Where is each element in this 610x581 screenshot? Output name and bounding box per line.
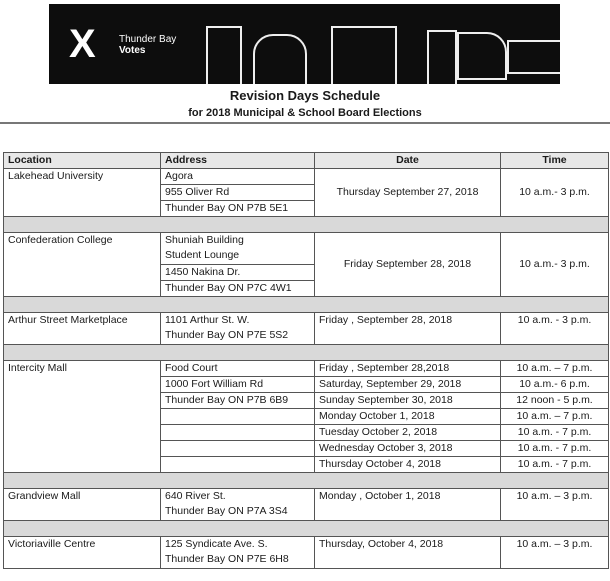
table-row: Victoriaville Centre 125 Syndicate Ave. … [3, 536, 609, 569]
date-cell: Sunday September 30, 2018 [314, 392, 501, 409]
building-illustration [457, 32, 507, 80]
location-cell: Confederation College [3, 232, 161, 297]
address-line: 125 Syndicate Ave. S. [165, 538, 268, 550]
date-cell: Saturday, September 29, 2018 [314, 376, 501, 393]
separator-cell [3, 472, 609, 489]
divider [0, 122, 610, 124]
date-cell: Thursday October 4, 2018 [314, 456, 501, 473]
page-title: Revision Days Schedule [229, 88, 381, 103]
table-row: Wednesday October 3, 2018 10 a.m. - 7 p.m… [4, 440, 609, 457]
table-row: Thunder Bay ON P7B 6B9 Sunday September 3… [4, 392, 609, 409]
date-cell: Thursday, October 4, 2018 [314, 536, 501, 569]
address-cell: 1450 Nakina Dr. [160, 264, 315, 281]
location-cell: Grandview Mall [3, 488, 161, 521]
address-cell: 1000 Fort William Rd [160, 376, 315, 393]
separator-row [3, 296, 609, 313]
header-location: Location [3, 152, 161, 169]
building-illustration [427, 30, 457, 84]
building-illustration [206, 26, 242, 84]
address-cell [160, 456, 315, 473]
date-cell: Friday September 28, 2018 [314, 232, 501, 297]
separator-row [3, 216, 609, 233]
address-cell: Agora [160, 168, 315, 185]
table-row: Confederation College Shuniah Building St… [3, 232, 609, 297]
logo-text: Thunder Bay Votes [119, 34, 176, 56]
time-cell: 10 a.m. – 7 p.m. [500, 360, 609, 377]
location-cell: Lakehead University [3, 168, 161, 217]
schedule-table: Location Address Date Time Lakehead Univ… [3, 152, 609, 569]
separator-cell [3, 344, 609, 361]
time-cell: 10 a.m. – 7 p.m. [500, 408, 609, 425]
address-line: Shuniah Building [165, 234, 244, 246]
address-line: 640 River St. [165, 490, 226, 502]
location-cell: Arthur Street Marketplace [3, 312, 161, 345]
table-row: Lakehead University Agora Thursday Septe… [3, 168, 609, 217]
address-cell: 955 Oliver Rd [160, 184, 315, 201]
address-cell: 1101 Arthur St. W. Thunder Bay ON P7E 5S2 [160, 312, 315, 345]
date-cell: Friday , September 28,2018 [314, 360, 501, 377]
building-illustration [331, 26, 397, 84]
address-line: Thunder Bay ON P7E 5S2 [165, 329, 289, 341]
time-cell: 10 a.m.- 6 p.m. [500, 376, 609, 393]
table-row: Tuesday October 2, 2018 10 a.m. - 7 p.m. [4, 424, 609, 441]
address-line: 1101 Arthur St. W. [165, 314, 250, 326]
location-cell: Intercity Mall [3, 360, 161, 473]
logo-line-2: Votes [119, 45, 146, 56]
separator-row [3, 520, 609, 537]
time-cell: 10 a.m. – 3 p.m. [500, 488, 609, 521]
date-cell: Monday , October 1, 2018 [314, 488, 501, 521]
table-header: Location Address Date Time [3, 152, 609, 169]
separator-row [3, 344, 609, 361]
separator-row [3, 472, 609, 489]
page-subtitle: for 2018 Municipal & School Board Electi… [188, 107, 422, 119]
address-cell: Thunder Bay ON P7B 5E1 [160, 200, 315, 217]
separator-cell [3, 216, 609, 233]
header-date: Date [314, 152, 501, 169]
logo-x-icon: X [69, 22, 96, 66]
time-cell: 10 a.m. - 7 p.m. [500, 440, 609, 457]
address-cell: Shuniah Building Student Lounge [160, 232, 315, 265]
separator-cell [3, 296, 609, 313]
address-cell: Thunder Bay ON P7B 6B9 [160, 392, 315, 409]
logo-line-1: Thunder Bay [119, 34, 177, 45]
time-cell: 10 a.m. - 7 p.m. [500, 424, 609, 441]
table-row: Intercity Mall Food Court Friday , Septe… [3, 360, 609, 473]
date-cell: Friday , September 28, 2018 [314, 312, 501, 345]
time-cell: 10 a.m. - 3 p.m. [500, 312, 609, 345]
thunder-bay-votes-banner: X Thunder Bay Votes [49, 4, 560, 84]
time-cell: 10 a.m.- 3 p.m. [500, 232, 609, 297]
date-cell: Monday October 1, 2018 [314, 408, 501, 425]
date-cell: Thursday September 27, 2018 [314, 168, 501, 217]
time-cell: 10 a.m.- 3 p.m. [500, 168, 609, 217]
address-cell: Food Court [160, 360, 315, 377]
table-row: Grandview Mall 640 River St. Thunder Bay … [3, 488, 609, 521]
address-cell: Thunder Bay ON P7C 4W1 [160, 280, 315, 297]
time-cell: 12 noon - 5 p.m. [500, 392, 609, 409]
time-cell: 10 a.m. - 7 p.m. [500, 456, 609, 473]
address-cell: 125 Syndicate Ave. S. Thunder Bay ON P7E … [160, 536, 315, 569]
time-cell: 10 a.m. – 3 p.m. [500, 536, 609, 569]
date-cell: Tuesday October 2, 2018 [314, 424, 501, 441]
address-cell [160, 408, 315, 425]
building-illustration [253, 34, 307, 84]
separator-cell [3, 520, 609, 537]
address-line: Student Lounge [165, 249, 240, 261]
address-line: Thunder Bay ON P7E 6H8 [165, 553, 289, 565]
header-time: Time [500, 152, 609, 169]
table-row: Arthur Street Marketplace 1101 Arthur St… [3, 312, 609, 345]
address-cell: 640 River St. Thunder Bay ON P7A 3S4 [160, 488, 315, 521]
location-cell: Victoriaville Centre [3, 536, 161, 569]
building-illustration [507, 40, 560, 74]
address-cell [160, 424, 315, 441]
date-cell: Wednesday October 3, 2018 [314, 440, 501, 457]
header-address: Address [160, 152, 315, 169]
address-line: Thunder Bay ON P7A 3S4 [165, 505, 288, 517]
address-cell [160, 440, 315, 457]
